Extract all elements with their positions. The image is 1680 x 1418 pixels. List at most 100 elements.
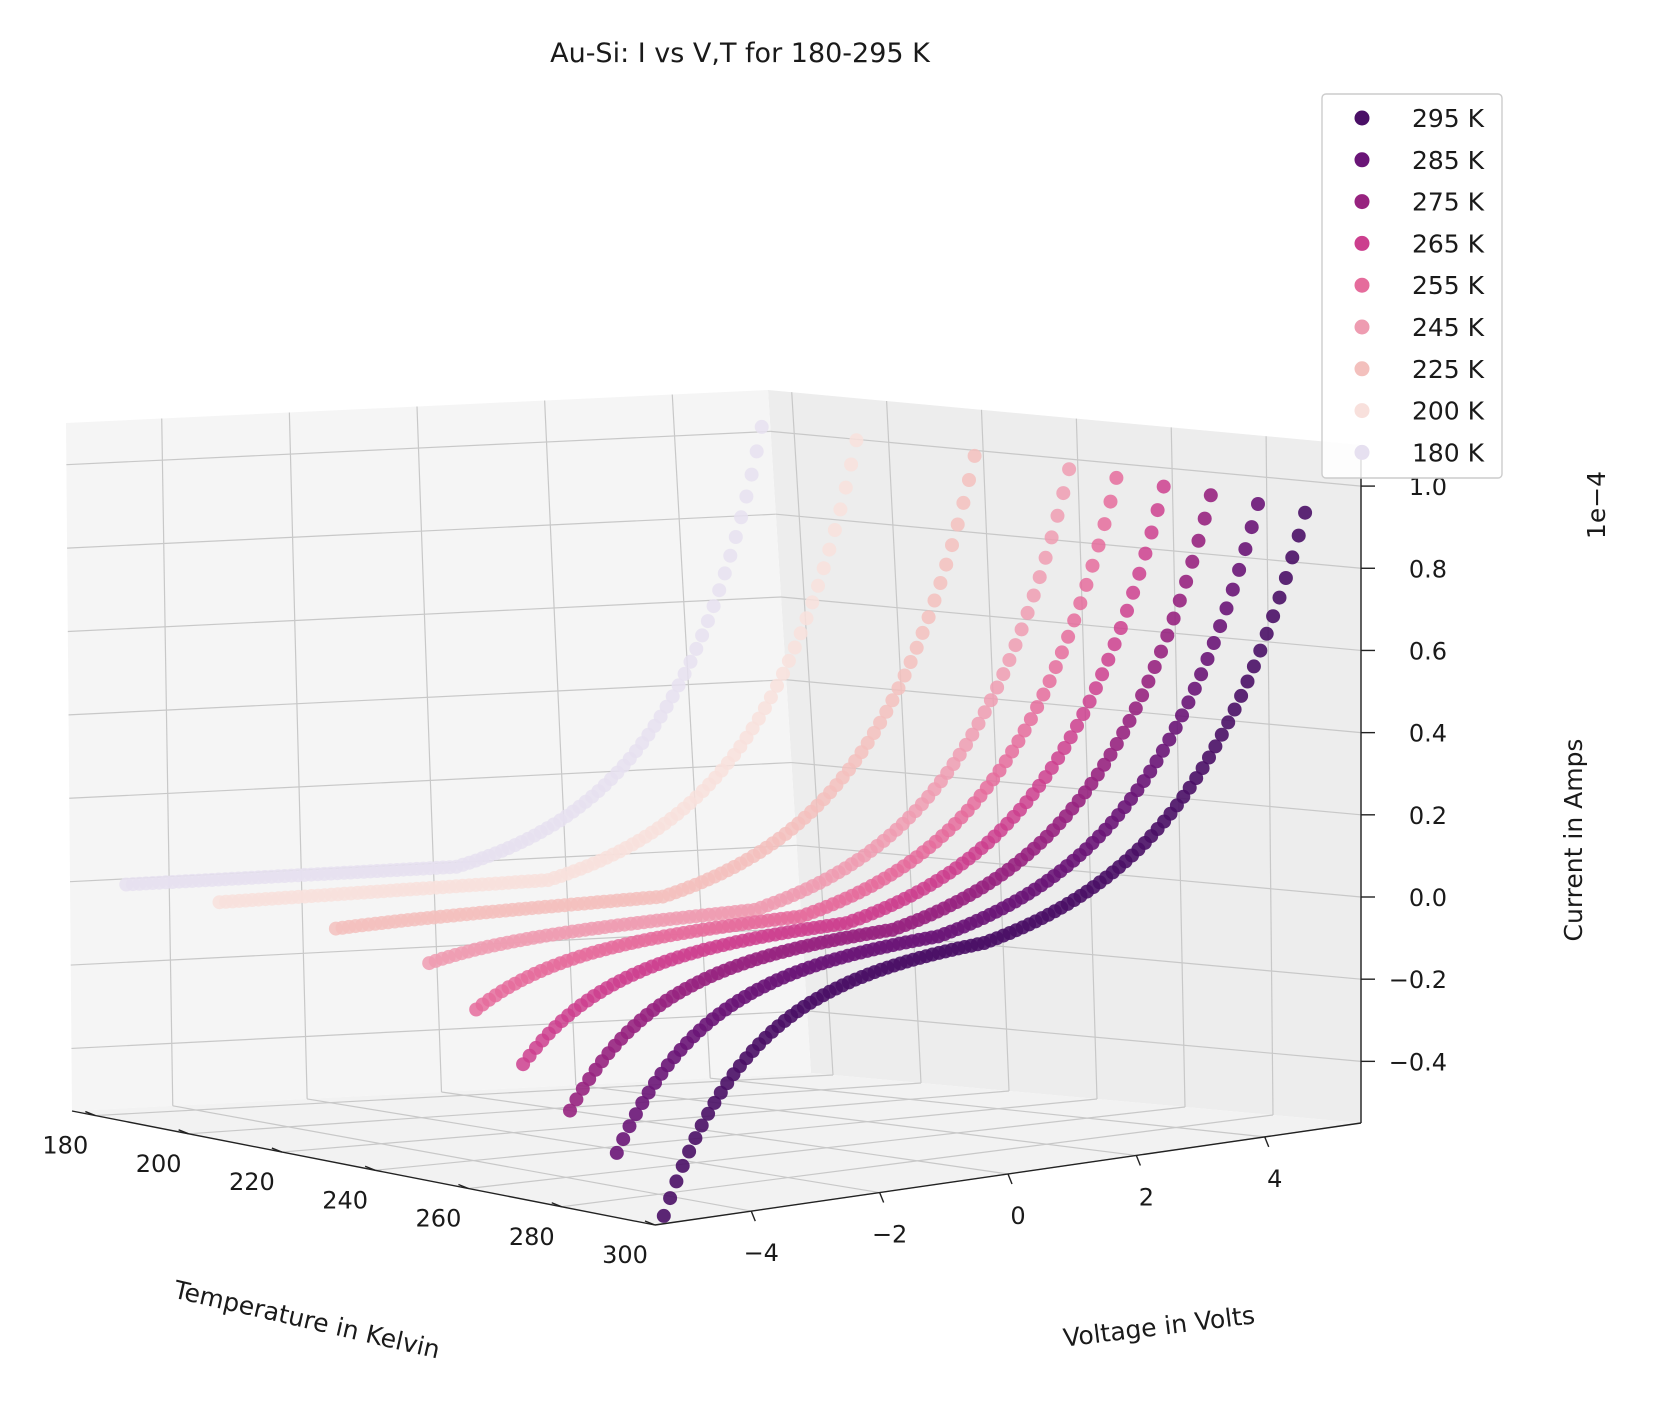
data-point	[1141, 674, 1156, 689]
legend-marker	[1354, 444, 1370, 460]
temperature-tick-label: 300	[602, 1241, 648, 1269]
data-point	[1050, 508, 1065, 523]
grid-line-left-voltage	[161, 418, 174, 1106]
legend-label: 180 K	[1412, 438, 1485, 467]
grid-line-floor-voltage	[710, 1077, 1265, 1138]
data-point	[1020, 605, 1035, 620]
data-point	[1251, 497, 1265, 511]
grid-line-back-current	[807, 1010, 1362, 1062]
data-point	[1095, 667, 1110, 682]
voltage-tick-label: 2	[1139, 1183, 1154, 1211]
data-point	[1076, 707, 1091, 721]
grid-line-back-current	[786, 679, 1362, 734]
data-point	[616, 1132, 631, 1147]
temperature-tick-label: 220	[229, 1168, 275, 1196]
grid-line-back-current	[775, 513, 1362, 569]
data-point	[903, 655, 918, 669]
data-point	[1070, 718, 1084, 733]
data-point	[990, 680, 1005, 695]
grid-line-back-temperature	[980, 409, 1010, 1092]
data-point	[962, 473, 976, 487]
data-point	[628, 1107, 643, 1122]
legend-marker	[1354, 319, 1370, 335]
voltage-tick	[878, 1192, 885, 1203]
data-point	[675, 1158, 690, 1173]
current-tick-label: 0.6	[1409, 637, 1447, 665]
data-point	[1032, 570, 1047, 585]
data-point	[1126, 585, 1141, 600]
data-points	[119, 419, 1313, 1223]
data-point	[1227, 702, 1242, 717]
data-point	[921, 610, 936, 625]
data-point	[688, 1131, 703, 1146]
data-point	[1109, 737, 1124, 751]
data-point	[959, 737, 973, 752]
data-point	[811, 578, 825, 593]
data-point	[822, 542, 837, 557]
data-point	[1082, 694, 1097, 709]
data-point	[682, 1144, 697, 1159]
data-point	[1156, 479, 1171, 494]
data-point	[1234, 688, 1249, 703]
data-point	[1091, 538, 1106, 553]
legend-label: 295 K	[1412, 104, 1485, 133]
data-point	[695, 628, 710, 643]
grid-line-back-temperature	[1265, 436, 1274, 1116]
chart-title: Au-Si: I vs V,T for 180-295 K	[550, 38, 931, 69]
data-point	[1232, 562, 1247, 577]
data-point	[1197, 511, 1212, 526]
data-point	[1042, 674, 1057, 689]
series-225k	[328, 448, 982, 936]
current-tick-label: 0.4	[1409, 720, 1447, 748]
legend-label: 200 K	[1412, 397, 1485, 426]
data-point	[781, 653, 796, 668]
temperature-tick-label: 280	[509, 1223, 555, 1251]
grid-line-left-voltage	[416, 406, 443, 1093]
grid-line-back-temperature	[1170, 427, 1186, 1108]
legend-marker	[1354, 152, 1370, 168]
data-point	[707, 1095, 722, 1110]
data-point	[1244, 520, 1259, 535]
grid-line-back-current	[791, 761, 1362, 816]
data-point	[827, 523, 842, 537]
data-point	[1030, 700, 1045, 715]
series-295k	[656, 505, 1313, 1223]
data-point	[677, 666, 692, 681]
data-point	[563, 1103, 577, 1118]
data-point	[1298, 505, 1313, 520]
grid-line-back-temperature	[886, 400, 922, 1084]
data-point	[671, 678, 686, 693]
data-point	[1008, 638, 1023, 653]
voltage-tick-label: −4	[744, 1239, 779, 1267]
data-point	[1103, 747, 1118, 762]
data-point	[793, 626, 808, 641]
data-point	[609, 1145, 624, 1160]
series-285k	[609, 497, 1265, 1160]
current-tick-label: 0.8	[1409, 555, 1447, 583]
data-point	[1120, 603, 1134, 618]
data-point	[1181, 695, 1196, 710]
current-tick-label: −0.2	[1389, 966, 1447, 994]
data-point	[939, 557, 954, 572]
temperature-tick	[271, 1147, 283, 1153]
series-265k	[516, 479, 1171, 1072]
data-point	[1138, 546, 1153, 561]
data-point	[945, 538, 959, 553]
data-point	[1149, 754, 1164, 769]
data-point	[866, 726, 881, 740]
data-point	[1143, 764, 1158, 779]
temperature-tick	[85, 1110, 96, 1117]
data-point	[1187, 681, 1202, 696]
data-point	[1101, 652, 1116, 667]
z-axis-label: Current in Amps	[1559, 739, 1588, 942]
data-point	[844, 457, 859, 472]
grid-line-left-current	[66, 430, 771, 466]
data-point	[659, 699, 674, 714]
gridlines	[66, 392, 1362, 1226]
temperature-tick	[178, 1129, 189, 1135]
data-point	[967, 448, 982, 463]
data-point	[1051, 751, 1066, 766]
data-point	[1023, 712, 1038, 727]
data-point	[669, 1174, 684, 1189]
grid-line-left-current	[71, 1010, 808, 1050]
